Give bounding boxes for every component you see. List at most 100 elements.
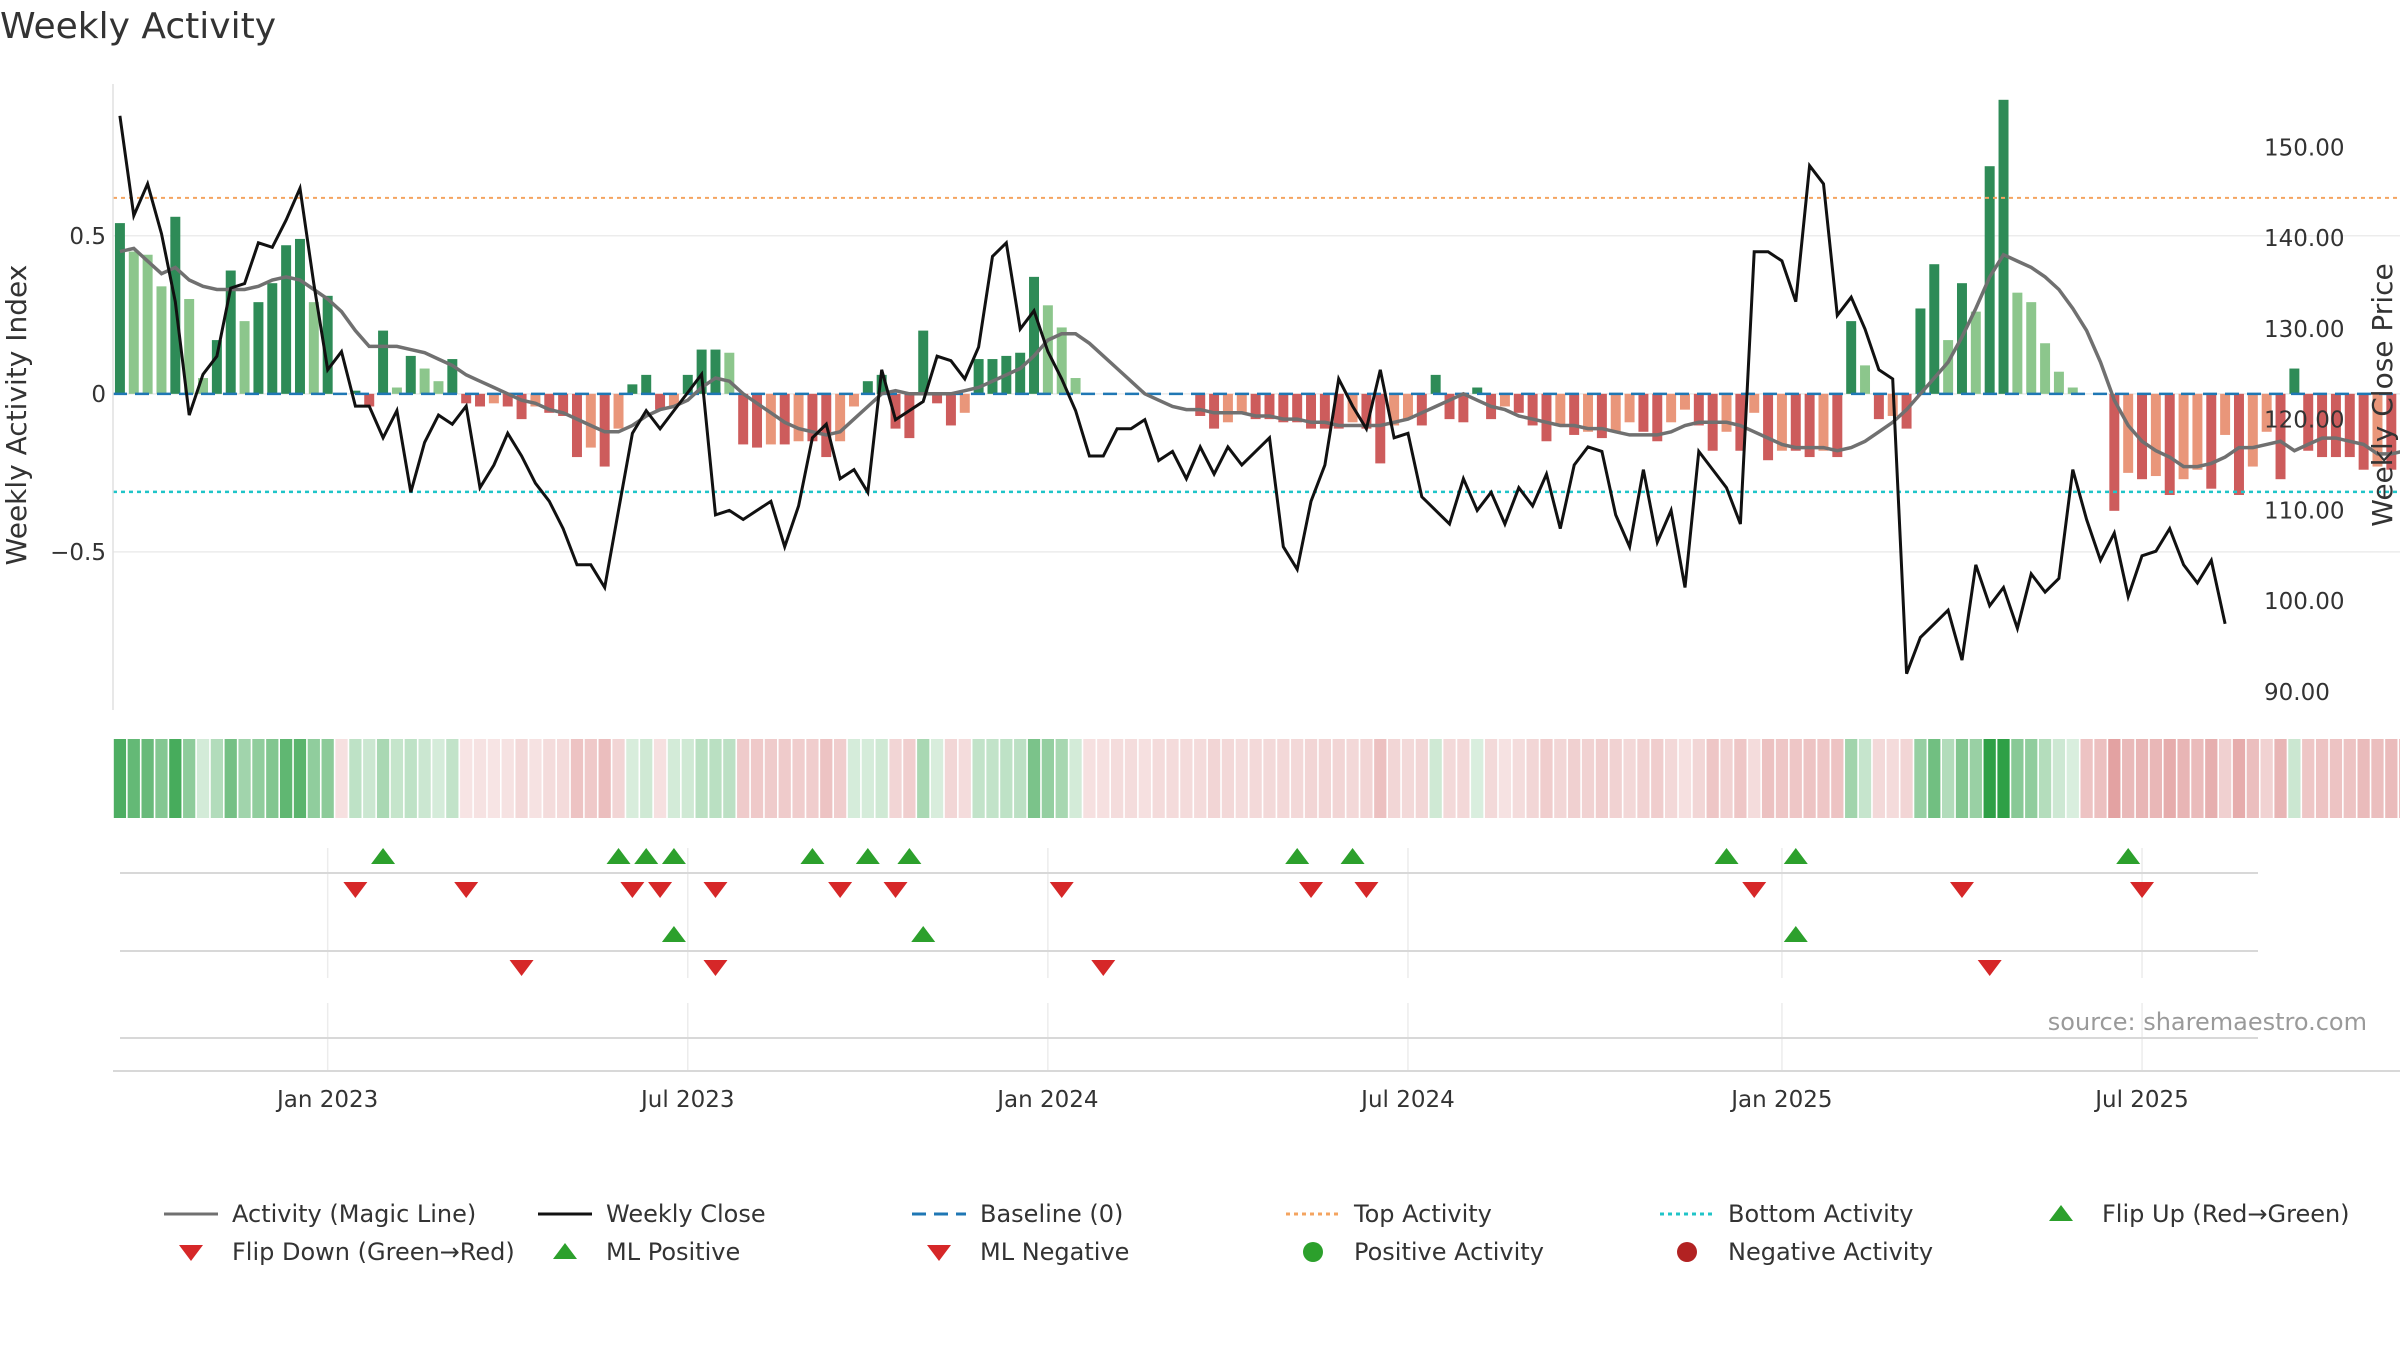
activity-bar — [1610, 393, 1621, 432]
strip-cell — [764, 739, 777, 818]
strip-cell — [1969, 739, 1982, 818]
strip-cell — [1761, 739, 1775, 818]
activity-bar — [1943, 340, 1954, 394]
strip-cell — [1346, 739, 1359, 818]
activity-bar — [2303, 393, 2314, 451]
strip-cell — [1540, 739, 1553, 818]
activity-bar — [1915, 308, 1926, 394]
strip-cell — [1623, 739, 1636, 818]
activity-bar — [2261, 393, 2272, 432]
strip-cell — [1886, 739, 1899, 818]
source-note: source: sharemaestro.com — [2047, 1008, 2367, 1036]
legend-label: Negative Activity — [1728, 1238, 1934, 1266]
strip-cell — [1291, 739, 1304, 818]
activity-bar — [2012, 292, 2023, 394]
strip-cell — [1429, 739, 1442, 818]
ml-negative-marker — [1091, 960, 1116, 976]
strip-cell — [1097, 739, 1110, 818]
y2-tick-label: 120.00 — [2264, 408, 2344, 434]
strip-cell — [986, 739, 999, 818]
flip-down-marker — [1742, 882, 1767, 898]
flip-down-marker — [343, 882, 368, 898]
activity-bar — [1236, 393, 1247, 413]
legend-label: Baseline (0) — [980, 1200, 1124, 1228]
y2-tick-label: 110.00 — [2264, 498, 2344, 524]
legend-item-weekly-close: Weekly Close — [534, 1196, 766, 1232]
activity-bar — [1458, 393, 1469, 423]
ml-positive-marker — [661, 926, 686, 942]
strip-cell — [1498, 739, 1512, 818]
activity-bar — [294, 238, 305, 394]
strip-cell — [1997, 739, 2010, 818]
x-tick-label: Jan 2024 — [995, 1087, 1098, 1113]
strip-cell — [127, 739, 140, 818]
activity-bar — [1222, 393, 1233, 423]
legend-item-baseline: Baseline (0) — [908, 1196, 1123, 1232]
flip-down-triangle-icon — [179, 1245, 203, 1261]
strip-cell — [1332, 739, 1345, 818]
strip-cell — [1914, 739, 1927, 818]
strip-cell — [612, 739, 625, 818]
ml-positive-marker — [911, 926, 936, 942]
legend-item-flip-up: Flip Up (Red→Green) — [2030, 1196, 2350, 1232]
flip-down-marker — [2130, 882, 2155, 898]
activity-bar — [1721, 393, 1732, 432]
strip-cell — [1138, 739, 1151, 818]
strip-cell — [681, 739, 694, 818]
strip-cell — [196, 739, 210, 818]
strip-cell — [1609, 739, 1622, 818]
activity-bar — [308, 302, 319, 394]
y-axis-label: Weekly Activity Index — [0, 265, 33, 566]
activity-bar — [627, 384, 638, 394]
activity-bar — [419, 368, 430, 394]
activity-bar — [738, 393, 749, 445]
activity-bar — [959, 393, 970, 413]
strip-cell — [2260, 739, 2273, 818]
strip-cell — [1637, 739, 1650, 818]
activity-bar — [1389, 393, 1400, 426]
flip-up-marker — [897, 848, 922, 864]
activity-bar — [1763, 393, 1774, 461]
activity-bar — [668, 393, 679, 407]
activity-bar — [1292, 393, 1303, 423]
activity-bar — [1583, 393, 1594, 432]
flip-up-marker — [1783, 848, 1808, 864]
activity-bar — [1416, 393, 1427, 426]
strip-cell — [2038, 739, 2052, 818]
activity-bar — [488, 393, 499, 404]
strip-cell — [501, 739, 514, 818]
legend-item-ml-positive: ML Positive — [534, 1234, 740, 1270]
strip-cell — [1581, 739, 1595, 818]
activity-bar — [1430, 374, 1441, 394]
y2-tick-label: 90.00 — [2264, 680, 2330, 706]
magic-line-swatch-icon — [164, 1212, 218, 1216]
y2-tick-label: 140.00 — [2264, 226, 2344, 252]
activity-bar — [2178, 393, 2189, 480]
activity-bar — [2358, 393, 2369, 470]
y-tick-label: 0.5 — [69, 224, 106, 250]
strip-cell — [1415, 739, 1428, 818]
strip-cell — [321, 739, 334, 818]
legend-label: Flip Down (Green→Red) — [232, 1238, 515, 1266]
ml-negative-triangle-icon — [927, 1245, 951, 1261]
activity-bar — [2317, 393, 2328, 458]
activity-bar — [2220, 393, 2231, 435]
negative-dot-icon — [1677, 1242, 1697, 1262]
activity-bar — [793, 393, 804, 442]
activity-bar — [447, 359, 458, 394]
activity-bar — [530, 393, 541, 407]
activity-bar — [267, 283, 278, 394]
strip-cell — [1775, 739, 1789, 818]
activity-bar — [876, 374, 887, 394]
flip-down-marker — [828, 882, 853, 898]
activity-bar — [1998, 99, 2009, 394]
strip-cell — [2025, 739, 2038, 818]
legend: Activity (Magic Line) Weekly Close Basel… — [160, 1196, 2360, 1286]
activity-bar — [2233, 393, 2244, 496]
legend-item-negative-activity: Negative Activity — [1656, 1234, 1933, 1270]
activity-bar — [904, 393, 915, 439]
strip-cell — [349, 739, 362, 818]
strip-cell — [2011, 739, 2024, 818]
strip-cell — [2343, 739, 2356, 818]
activity-bar — [945, 393, 956, 426]
